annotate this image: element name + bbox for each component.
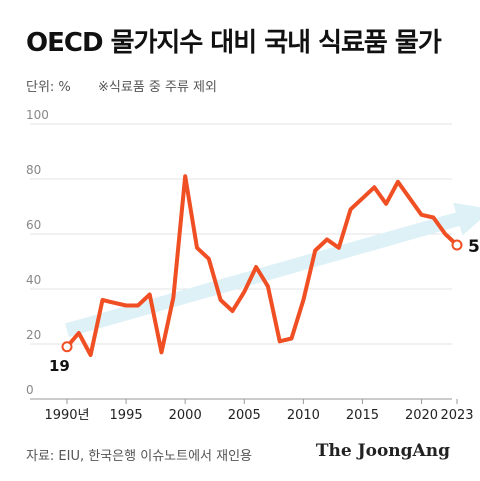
x-tick-label: 2005	[228, 408, 261, 423]
x-tick-label: 2020	[405, 408, 438, 423]
y-tick-label: 40	[26, 273, 41, 287]
chart-title: OECD 물가지수 대비 국내 식료품 물가	[26, 28, 442, 58]
endpoint-marker	[61, 341, 73, 353]
trend-arrow	[65, 202, 480, 337]
publisher-logo: The JoongAng	[315, 441, 450, 461]
y-tick-label: 80	[26, 163, 41, 177]
series-line	[65, 174, 459, 357]
x-tick-label: 1990년	[44, 408, 89, 423]
source-note: 자료: EIU, 한국은행 이슈노트에서 재인용	[26, 449, 253, 464]
chart-note: ※식료품 중 주류 제외	[98, 80, 217, 95]
x-tick-label: 2000	[169, 408, 202, 423]
x-tick-label: 1995	[110, 408, 143, 423]
y-tick-label: 60	[26, 218, 41, 232]
y-tick-label: 100	[26, 108, 49, 122]
x-tick-label: 2010	[287, 408, 320, 423]
y-tick-label: 0	[26, 383, 34, 397]
data-label: 56	[468, 237, 480, 257]
x-tick-label: 2015	[346, 408, 379, 423]
y-tick-label: 20	[26, 328, 41, 342]
unit-label: 단위: %	[26, 80, 71, 95]
x-tick-label: 2023	[440, 408, 473, 423]
data-label: 19	[49, 357, 70, 375]
endpoint-marker	[451, 239, 463, 251]
